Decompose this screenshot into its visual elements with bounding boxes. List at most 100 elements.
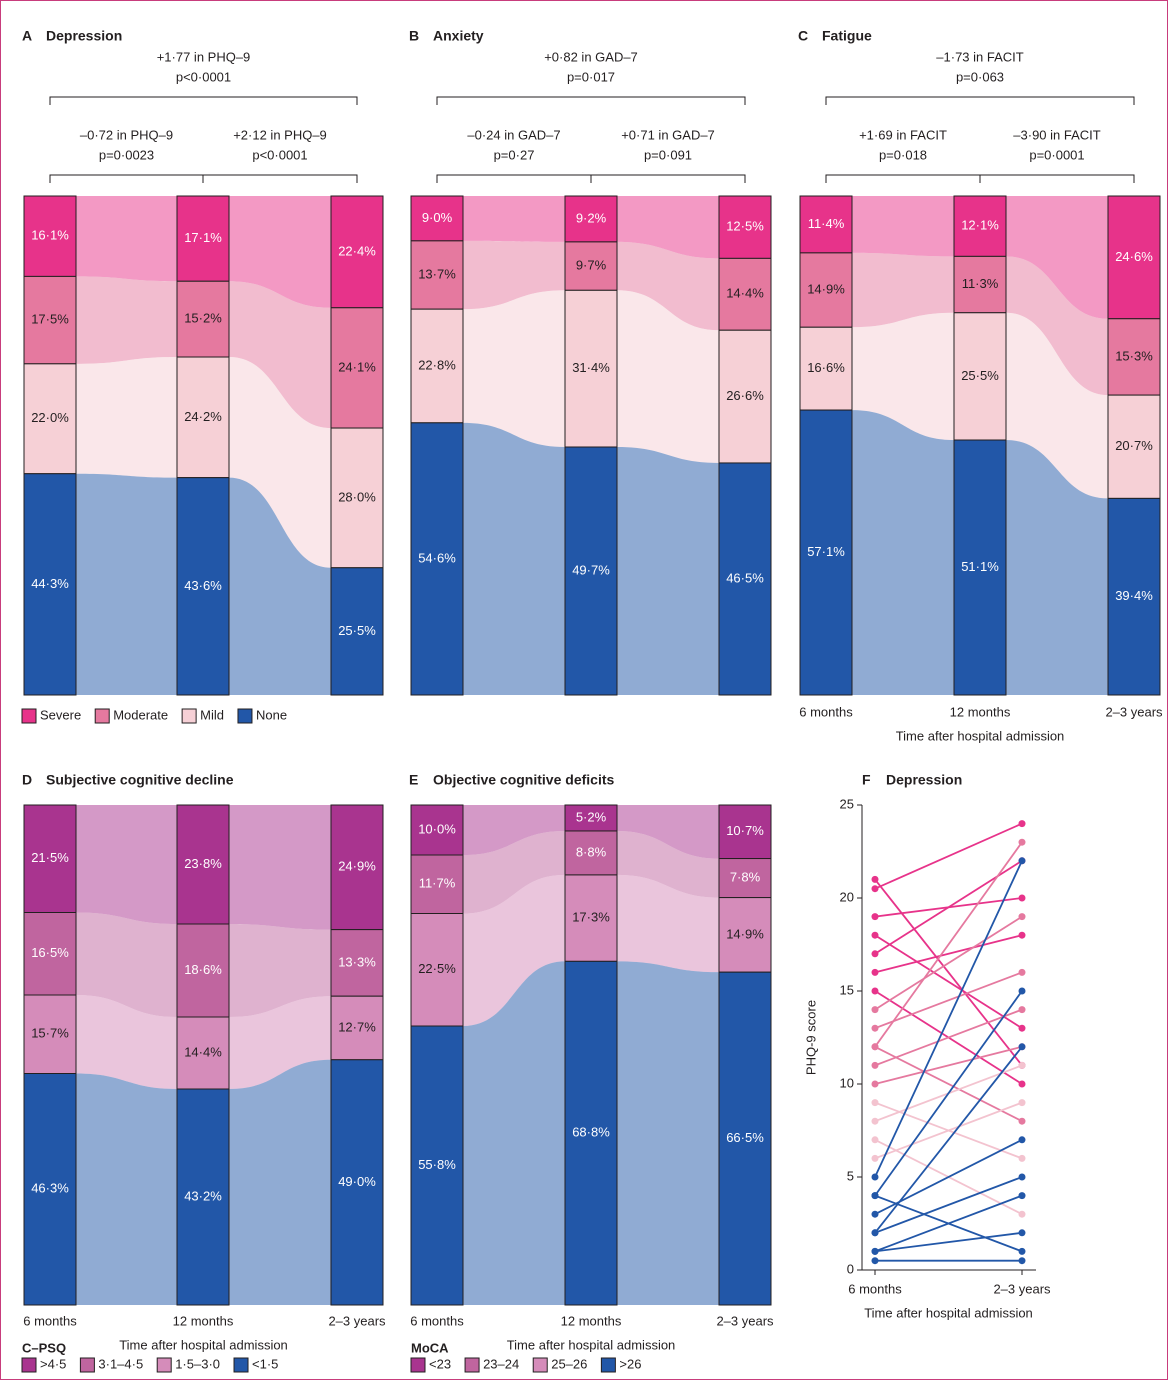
segment xyxy=(799,326,853,411)
point xyxy=(871,1192,879,1200)
slope-line xyxy=(874,1176,1023,1234)
value-label: 13·3% xyxy=(338,954,376,969)
segment xyxy=(718,257,772,331)
point xyxy=(871,1099,879,1107)
panel-title: Anxiety xyxy=(433,28,484,44)
segment xyxy=(23,994,77,1074)
value-label: 9·0% xyxy=(422,210,453,225)
value-label: 43·6% xyxy=(184,578,222,593)
value-label: 55·8% xyxy=(418,1157,456,1172)
y-tick-label: 15 xyxy=(840,982,854,997)
flow xyxy=(463,805,565,855)
y-tick-label: 0 xyxy=(847,1261,854,1276)
segment xyxy=(410,1025,464,1306)
segment xyxy=(718,329,772,464)
slope-line xyxy=(874,1045,1023,1123)
segment xyxy=(1107,394,1161,499)
flow xyxy=(76,1073,177,1305)
panel-letter: C xyxy=(798,28,808,44)
segment xyxy=(410,854,464,914)
value-label: 11·3% xyxy=(962,276,999,291)
value-label: 24·1% xyxy=(338,359,376,374)
segment xyxy=(410,422,464,696)
panel-letter: F xyxy=(862,772,871,788)
point xyxy=(871,1024,879,1032)
segment xyxy=(1107,497,1161,696)
slope-line xyxy=(874,915,1023,1011)
comparison-text: –0·24 in GAD–7 xyxy=(467,127,560,142)
flow xyxy=(463,196,565,242)
panel-title: Depression xyxy=(886,772,962,788)
segment xyxy=(953,439,1007,696)
flow xyxy=(617,830,719,898)
value-label: 11·7% xyxy=(419,876,456,891)
segment xyxy=(410,195,464,242)
value-label: 66·5% xyxy=(726,1130,764,1145)
point xyxy=(871,913,879,921)
point xyxy=(1018,838,1026,846)
segment xyxy=(410,913,464,1027)
slope-line xyxy=(874,841,1023,1048)
segment xyxy=(330,995,384,1061)
segment xyxy=(330,307,384,429)
legend-label: 25–26 xyxy=(551,1356,587,1371)
flow xyxy=(229,281,331,429)
value-label: 44·3% xyxy=(31,576,69,591)
point xyxy=(1018,1024,1026,1032)
panel-letter: E xyxy=(409,772,418,788)
legend-label: >4·5 xyxy=(40,1356,66,1371)
value-label: 10·0% xyxy=(418,821,456,836)
segment xyxy=(410,804,464,856)
value-label: 12·5% xyxy=(726,219,764,234)
value-label: 49·0% xyxy=(338,1174,376,1189)
flow xyxy=(617,290,719,463)
flow xyxy=(229,1059,331,1305)
flow xyxy=(76,276,177,364)
flow xyxy=(229,805,331,930)
segment xyxy=(23,195,77,277)
segment xyxy=(953,255,1007,314)
segment xyxy=(176,280,230,358)
value-label: 9·2% xyxy=(576,210,607,225)
bracket xyxy=(979,174,1135,183)
flow xyxy=(76,995,177,1089)
point xyxy=(1018,1117,1026,1125)
value-label: 17·1% xyxy=(184,230,222,245)
legend-swatch xyxy=(237,708,253,724)
value-label: 14·9% xyxy=(726,926,764,941)
legend-swatch xyxy=(94,708,110,724)
y-tick-label: 5 xyxy=(847,1168,854,1183)
point xyxy=(1018,1229,1026,1237)
bracket xyxy=(49,96,358,105)
x-tick-label: 2–3 years xyxy=(993,1281,1051,1296)
x-tick-label: 6 months xyxy=(799,704,853,719)
x-tick-label: 6 months xyxy=(23,1313,77,1328)
point xyxy=(1018,1061,1026,1069)
value-label: 16·1% xyxy=(31,228,69,243)
value-label: 20·7% xyxy=(1115,438,1153,453)
point xyxy=(871,1210,879,1218)
flow xyxy=(852,410,954,695)
segment xyxy=(799,195,853,254)
flow xyxy=(1006,256,1108,396)
point xyxy=(1018,894,1026,902)
point xyxy=(871,987,879,995)
value-label: 12·7% xyxy=(338,1019,376,1034)
flow xyxy=(852,252,954,328)
flow xyxy=(1006,440,1108,695)
flow xyxy=(463,240,565,310)
panel-title: Subjective cognitive decline xyxy=(46,772,234,788)
slope-line xyxy=(874,1194,1023,1253)
segment xyxy=(718,195,772,259)
comparison-text: +2·12 in PHQ–9 xyxy=(233,127,327,142)
slope-line xyxy=(874,1045,1023,1085)
point xyxy=(871,1247,879,1255)
point xyxy=(871,1229,879,1237)
flow xyxy=(229,924,331,1017)
segment xyxy=(953,195,1007,257)
comparison-p: p=0·0001 xyxy=(1029,147,1084,162)
x-tick-label: 6 months xyxy=(848,1281,902,1296)
legend-swatch xyxy=(410,1357,426,1373)
value-label: 7·8% xyxy=(730,870,761,885)
value-label: 14·9% xyxy=(807,281,845,296)
